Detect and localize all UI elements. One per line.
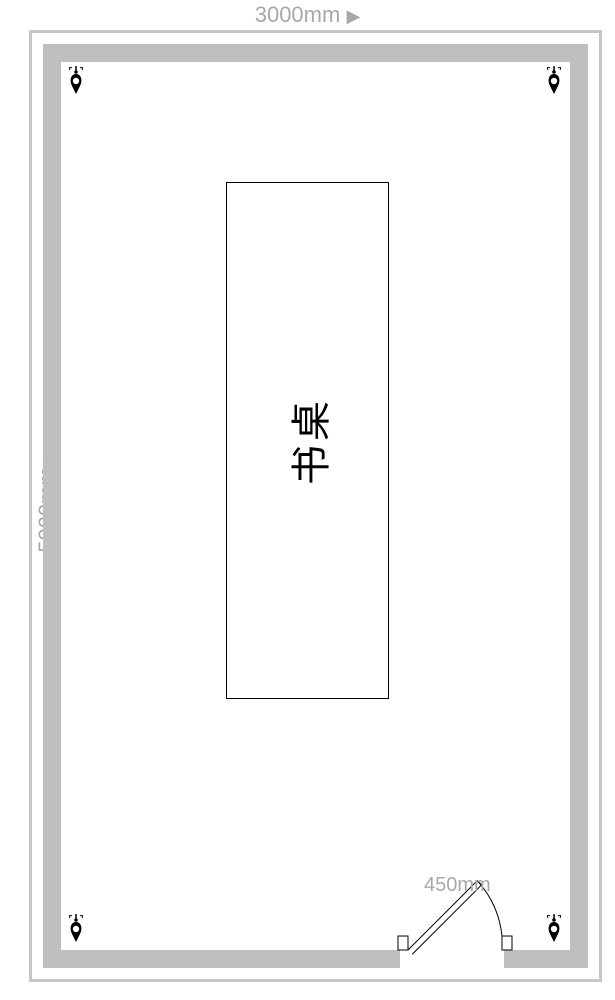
dimension-door: 450mm <box>424 874 491 897</box>
dimension-door-value: 450mm <box>424 874 491 896</box>
door-jamb-right <box>502 936 512 950</box>
door-jamb-left <box>398 936 408 950</box>
anchor-tr-icon <box>544 66 564 96</box>
anchor-tl-icon <box>66 66 86 96</box>
anchor-bl-icon <box>66 914 86 944</box>
anchor-br-icon <box>544 914 564 944</box>
desk-label: 书桌 <box>279 397 337 485</box>
desk: 书桌 <box>226 182 389 699</box>
floor-plan-canvas: 3000mm ▶ 5000mm ▶ 书桌 450mm <box>0 0 615 1000</box>
